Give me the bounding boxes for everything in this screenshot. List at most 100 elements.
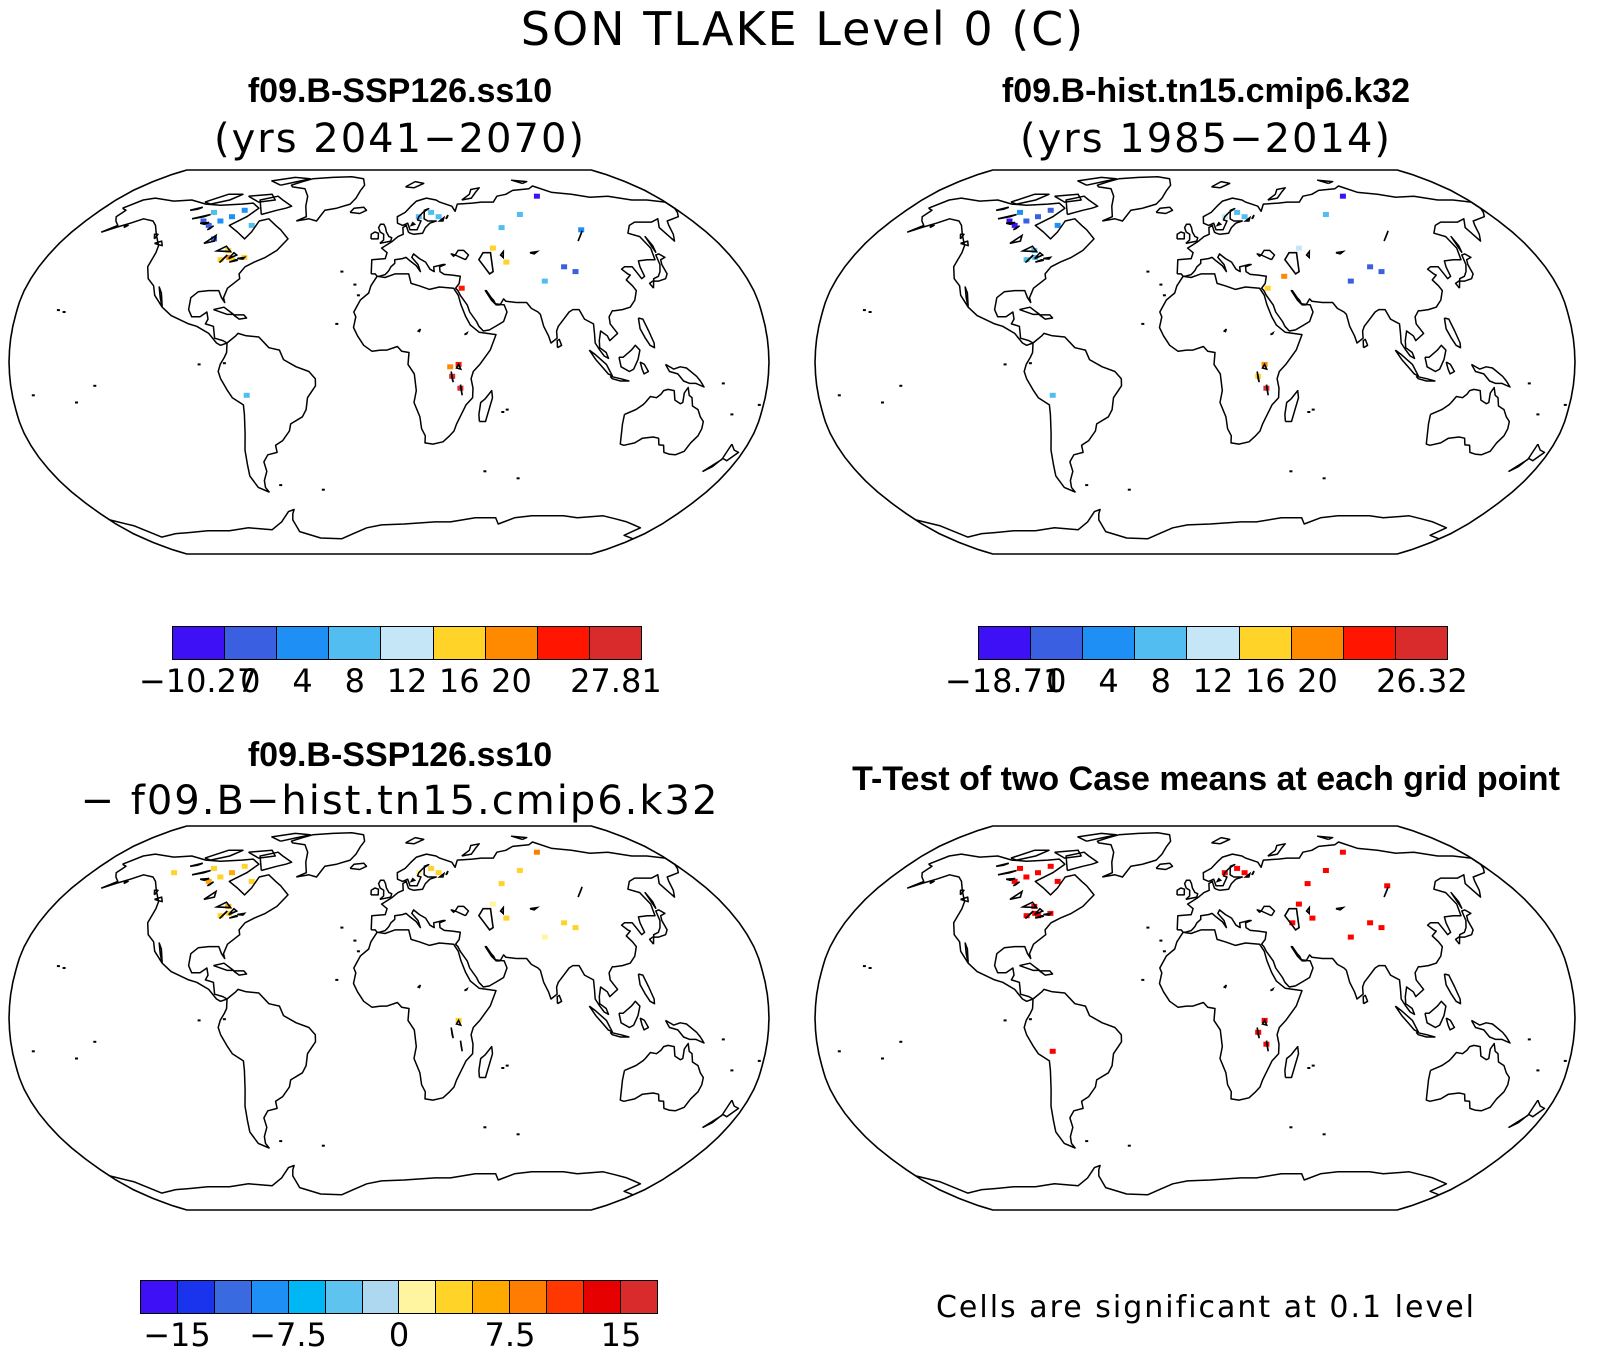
colorbar-swatch bbox=[177, 1281, 215, 1313]
panel-ttest-title: T-Test of two Case means at each grid po… bbox=[852, 760, 1560, 798]
coastline bbox=[1454, 253, 1474, 289]
lake-outline bbox=[1270, 330, 1275, 336]
coastline bbox=[1415, 1031, 1436, 1038]
coastline bbox=[454, 249, 470, 261]
grid-cell bbox=[1295, 901, 1302, 907]
grid-cell bbox=[1006, 218, 1013, 224]
colorbar-tick-label: 16 bbox=[1244, 662, 1286, 700]
colorbar-tick-label: −7.5 bbox=[249, 1316, 327, 1354]
grid-cell bbox=[489, 901, 496, 907]
coastline bbox=[1470, 363, 1511, 388]
colorbar-swatch bbox=[1395, 627, 1447, 659]
grid-cell bbox=[533, 193, 540, 199]
grid-cell bbox=[217, 913, 224, 919]
island bbox=[1003, 363, 1007, 366]
coastline bbox=[556, 338, 563, 349]
island bbox=[1162, 294, 1166, 297]
coastline bbox=[290, 175, 366, 222]
lake-outline bbox=[1012, 881, 1021, 887]
map-diff bbox=[8, 825, 770, 1211]
colorbar-swatch bbox=[173, 627, 226, 659]
coastline bbox=[1158, 929, 1303, 1101]
island bbox=[1289, 1126, 1293, 1129]
coastline bbox=[1256, 253, 1262, 257]
colorbar-tick-label: 27.81 bbox=[570, 662, 662, 700]
grid-cell bbox=[1347, 934, 1354, 940]
grid-cell bbox=[1289, 920, 1296, 926]
coastline bbox=[960, 240, 969, 247]
island bbox=[868, 967, 872, 969]
grid-cell bbox=[229, 257, 236, 263]
island bbox=[321, 488, 325, 491]
island bbox=[1085, 484, 1089, 487]
grid-cell bbox=[1049, 1048, 1056, 1054]
island bbox=[1141, 322, 1145, 325]
panel-case1-title: f09.B-SSP126.ss10 bbox=[247, 72, 553, 110]
grid-cell bbox=[171, 870, 178, 876]
coastline bbox=[377, 879, 393, 901]
grid-cell bbox=[217, 874, 224, 880]
coastline bbox=[370, 231, 380, 240]
grid-cell bbox=[205, 878, 212, 884]
lake-outline bbox=[1251, 870, 1255, 876]
lake-outline bbox=[1335, 906, 1346, 911]
grid-cell bbox=[578, 227, 585, 233]
coastline bbox=[929, 224, 935, 229]
lake-outline bbox=[1335, 250, 1346, 255]
island bbox=[483, 470, 487, 473]
coastline bbox=[1065, 851, 1099, 872]
grid-cell bbox=[211, 865, 217, 871]
coastline bbox=[1445, 361, 1456, 375]
coastline bbox=[370, 185, 680, 360]
island bbox=[899, 384, 903, 387]
island bbox=[1159, 939, 1163, 942]
colorbar-tick-label: 0 bbox=[1046, 662, 1067, 700]
lake-outline bbox=[1222, 984, 1228, 989]
coastline bbox=[1316, 179, 1334, 185]
colorbar-tick-label: 12 bbox=[386, 662, 428, 700]
coastline bbox=[1445, 1017, 1456, 1031]
island bbox=[1085, 1140, 1089, 1143]
coastline bbox=[619, 386, 705, 456]
lake-outline bbox=[1283, 907, 1300, 931]
coastline bbox=[461, 843, 480, 857]
colorbar-tick-label: 7.5 bbox=[484, 1316, 536, 1354]
grid-cell bbox=[1017, 865, 1023, 871]
grid-cell bbox=[1054, 878, 1061, 884]
lake-outline bbox=[499, 249, 505, 260]
coastline bbox=[1256, 909, 1262, 913]
grid-cell bbox=[1023, 913, 1030, 919]
island bbox=[1028, 362, 1032, 365]
lake-outline bbox=[409, 877, 417, 883]
grid-cell bbox=[498, 225, 505, 231]
coastline bbox=[1508, 443, 1546, 473]
grid-cell bbox=[572, 925, 579, 931]
grid-cell bbox=[458, 285, 465, 291]
lake-outline bbox=[1305, 249, 1311, 260]
lake-outline bbox=[206, 225, 215, 231]
coastline bbox=[588, 1005, 614, 1033]
island bbox=[837, 1050, 841, 1053]
coastline bbox=[1284, 389, 1300, 423]
coastline bbox=[100, 853, 289, 1003]
coastline bbox=[639, 1017, 650, 1031]
lake-outline bbox=[1024, 254, 1034, 264]
grid-cell bbox=[1017, 209, 1023, 215]
coastline bbox=[1394, 349, 1420, 377]
grid-cell bbox=[516, 212, 523, 217]
grid-cell bbox=[1011, 878, 1018, 884]
island bbox=[279, 1140, 283, 1143]
coastline bbox=[1023, 988, 1123, 1149]
coastline bbox=[352, 929, 497, 1101]
grid-cell bbox=[1047, 863, 1054, 869]
grid-cell bbox=[447, 364, 454, 370]
grid-cell bbox=[489, 245, 496, 251]
coastline bbox=[1038, 314, 1054, 320]
colorbar-diff bbox=[140, 1280, 658, 1314]
grid-cell bbox=[1322, 868, 1329, 873]
coastline bbox=[100, 197, 289, 347]
lake-outline bbox=[577, 230, 583, 242]
island bbox=[1127, 1144, 1131, 1147]
coastline bbox=[915, 508, 1448, 540]
island bbox=[862, 965, 866, 968]
